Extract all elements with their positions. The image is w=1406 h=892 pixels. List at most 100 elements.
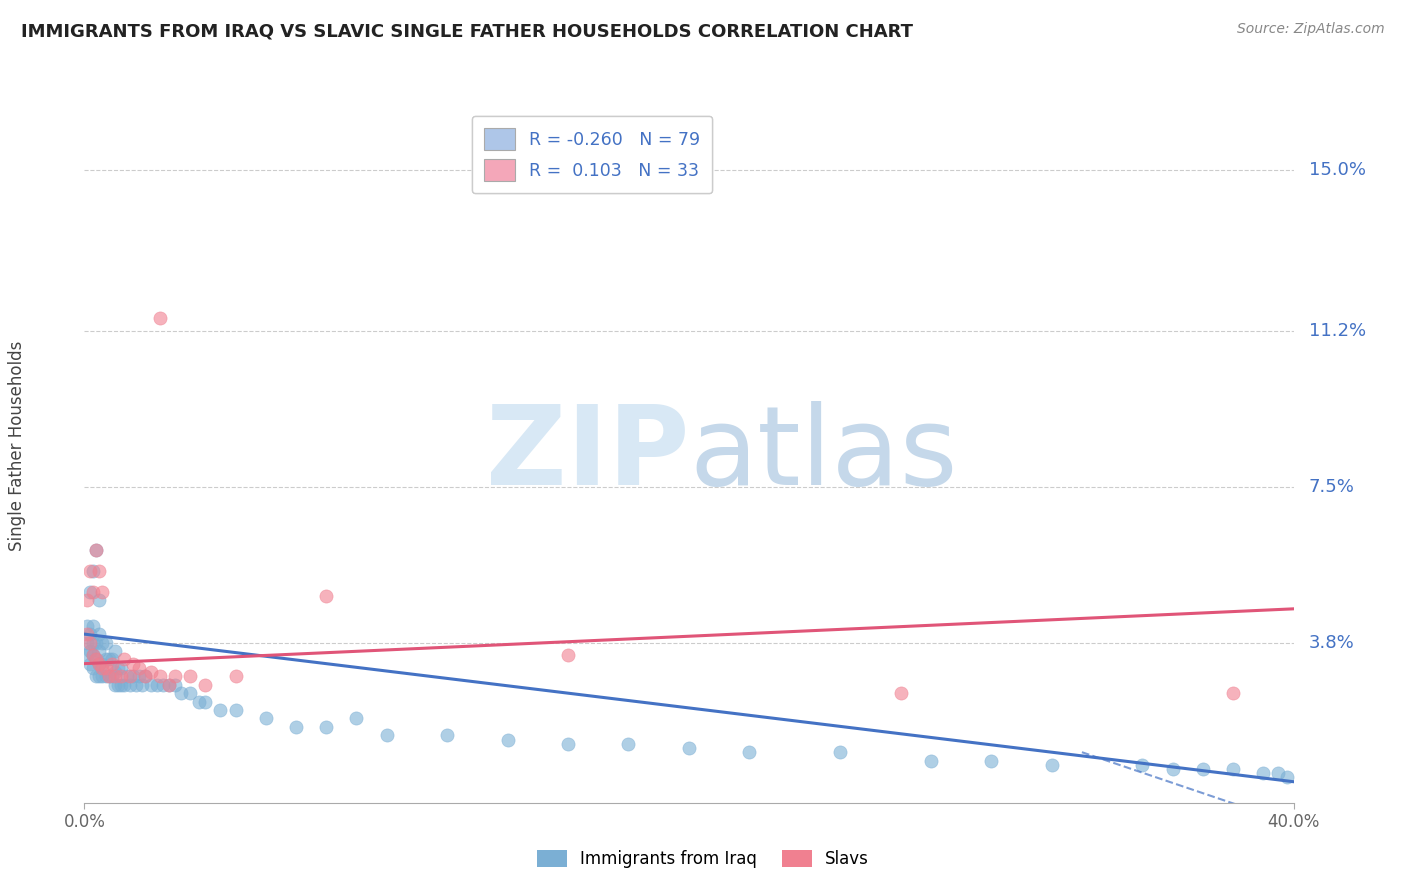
Point [79, 644, 101, 658]
Point [617, 737, 640, 751]
Point [91, 635, 114, 649]
Point [163, 669, 186, 683]
Point [436, 728, 458, 742]
Point [115, 669, 138, 683]
Point [1222, 686, 1244, 700]
Point [82, 661, 104, 675]
Point [125, 678, 148, 692]
Point [94, 635, 117, 649]
Point [194, 695, 217, 709]
Text: atlas: atlas [689, 401, 957, 508]
Point [89, 644, 111, 658]
Point [179, 669, 201, 683]
Point [128, 669, 150, 683]
Point [97, 652, 120, 666]
Point [157, 678, 180, 692]
Point [1222, 762, 1244, 776]
Point [738, 745, 761, 759]
Point [91, 669, 114, 683]
Point [118, 678, 141, 692]
Point [107, 678, 129, 692]
Point [112, 652, 135, 666]
Point [1277, 771, 1299, 785]
Point [89, 627, 111, 641]
Point [79, 635, 101, 649]
Point [1040, 757, 1063, 772]
Point [139, 678, 162, 692]
Point [194, 678, 217, 692]
Point [76, 618, 98, 632]
Point [110, 678, 132, 692]
Point [110, 669, 132, 683]
Point [89, 593, 111, 607]
Point [86, 542, 108, 557]
Point [100, 652, 122, 666]
Point [163, 678, 186, 692]
Point [254, 711, 277, 725]
Point [89, 657, 111, 671]
Point [139, 665, 162, 679]
Point [121, 669, 143, 683]
Point [91, 585, 114, 599]
Point [86, 635, 108, 649]
Point [112, 678, 135, 692]
Text: IMMIGRANTS FROM IRAQ VS SLAVIC SINGLE FATHER HOUSEHOLDS CORRELATION CHART: IMMIGRANTS FROM IRAQ VS SLAVIC SINGLE FA… [21, 22, 912, 40]
Point [86, 652, 108, 666]
Point [104, 644, 127, 658]
Point [131, 678, 153, 692]
Text: 15.0%: 15.0% [1309, 161, 1365, 179]
Point [1191, 762, 1213, 776]
Point [346, 711, 368, 725]
Point [94, 661, 117, 675]
Point [225, 669, 247, 683]
Legend: R = -0.260   N = 79, R =  0.103   N = 33: R = -0.260 N = 79, R = 0.103 N = 33 [472, 116, 713, 194]
Point [86, 669, 108, 683]
Point [82, 648, 104, 663]
Point [375, 728, 398, 742]
Text: 3.8%: 3.8% [1309, 633, 1354, 651]
Point [104, 665, 127, 679]
Point [86, 652, 108, 666]
Point [97, 669, 120, 683]
Point [146, 678, 169, 692]
Point [315, 720, 337, 734]
Point [82, 564, 104, 578]
Point [134, 669, 156, 683]
Point [496, 732, 519, 747]
Point [76, 593, 98, 607]
Point [1251, 766, 1274, 780]
Point [100, 657, 122, 671]
Point [76, 627, 98, 641]
Point [104, 678, 127, 692]
Point [89, 657, 111, 671]
Point [149, 669, 172, 683]
Point [110, 661, 132, 675]
Point [557, 648, 579, 663]
Text: Single Father Households: Single Father Households [8, 341, 25, 551]
Point [104, 669, 127, 683]
Point [188, 695, 211, 709]
Point [179, 686, 201, 700]
Point [890, 686, 912, 700]
Point [82, 635, 104, 649]
Point [980, 754, 1002, 768]
Point [118, 669, 141, 683]
Point [128, 661, 150, 675]
Point [89, 564, 111, 578]
Point [678, 741, 700, 756]
Point [1161, 762, 1184, 776]
Point [89, 669, 111, 683]
Legend: Immigrants from Iraq, Slavs: Immigrants from Iraq, Slavs [530, 843, 876, 875]
Point [830, 745, 852, 759]
Point [152, 678, 174, 692]
Text: 7.5%: 7.5% [1309, 477, 1354, 496]
Point [79, 564, 101, 578]
Point [1130, 757, 1153, 772]
Point [79, 585, 101, 599]
Point [79, 627, 101, 641]
Point [170, 686, 193, 700]
Point [134, 669, 156, 683]
Point [91, 657, 114, 671]
Point [82, 585, 104, 599]
Point [1267, 766, 1289, 780]
